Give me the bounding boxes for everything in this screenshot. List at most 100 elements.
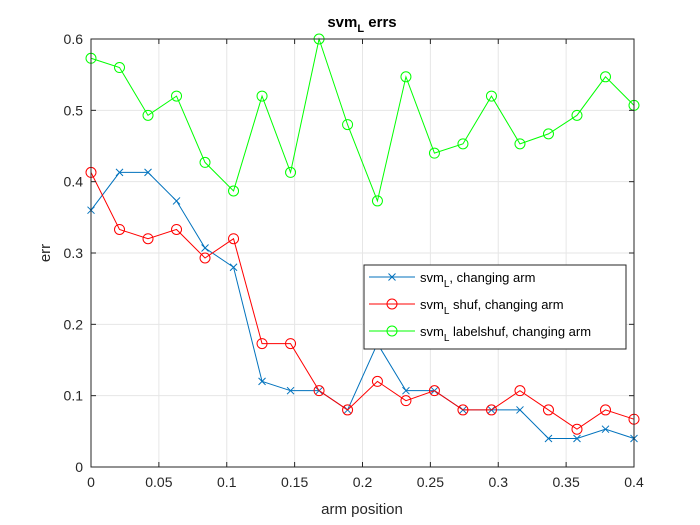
marker-stroke: [402, 386, 410, 395]
data-point: [457, 404, 469, 416]
legend-markers: [369, 273, 415, 337]
marker-stroke: [601, 425, 610, 434]
legend-marker-2: [386, 325, 398, 337]
data-point: [516, 406, 524, 414]
data-point: [228, 233, 240, 245]
marker-stroke: [172, 197, 181, 205]
ticks: 0 0.05 0.1 0.15 0.2 0.25 0.3 0.35 0.4 0 0.1 0.2 0.3 0…: [64, 31, 644, 490]
legend-marker-0: [388, 273, 396, 281]
x-tick-label: 0: [87, 474, 95, 490]
data-point: [514, 138, 526, 150]
data-point: [428, 385, 440, 397]
chart-title: svmL errs: [327, 14, 396, 35]
marker-stroke: [201, 244, 209, 252]
data-point: [256, 338, 268, 350]
data-point: [228, 185, 240, 197]
marker-stroke: [516, 406, 524, 414]
y-tick-label: 0.1: [64, 388, 84, 404]
marker-stroke: [573, 434, 581, 443]
legend-box: [363, 264, 627, 350]
data-point: [601, 425, 610, 434]
chart-title-base: svm: [327, 14, 357, 31]
data-point: [485, 90, 497, 102]
data-point: [144, 168, 152, 177]
data-point: [371, 195, 383, 207]
data-point: [256, 90, 268, 102]
y-tick-label: 0.5: [64, 102, 84, 118]
data-point: [400, 71, 412, 83]
series-layer: [85, 33, 640, 443]
data-point: [514, 385, 526, 397]
data-point: [544, 434, 553, 443]
data-point: [201, 244, 209, 252]
data-point: [342, 119, 354, 131]
legend-entry-0-base: svm: [420, 270, 444, 285]
data-point: [542, 128, 554, 140]
data-point: [285, 166, 297, 178]
data-point: [172, 197, 181, 205]
x-tick-label: 0.2: [353, 474, 373, 490]
data-point: [258, 377, 266, 386]
data-point: [199, 156, 211, 168]
y-tick-label: 0.3: [64, 245, 84, 261]
x-tick-label: 0.1: [217, 474, 237, 490]
legend: svmL, changing arm svmL shuf, changing a…: [363, 264, 627, 350]
legend-entry-0-rest: , changing arm: [449, 270, 535, 285]
x-axis-label: arm position: [321, 501, 403, 518]
data-point: [313, 385, 325, 397]
data-point: [285, 338, 297, 350]
data-point: [142, 233, 154, 245]
y-tick-label: 0.6: [64, 31, 84, 47]
marker-stroke: [115, 168, 124, 177]
marker-stroke: [286, 386, 295, 395]
marker-stroke: [258, 377, 266, 386]
data-point: [400, 395, 412, 407]
chart-title-rest: errs: [364, 14, 397, 31]
legend-entry-2: svmL labelshuf, changing arm: [420, 324, 591, 344]
data-point: [342, 404, 354, 416]
data-point: [199, 252, 211, 264]
x-tick-label: 0.05: [145, 474, 172, 490]
data-point: [457, 138, 469, 150]
data-point: [171, 223, 183, 235]
legend-entry-1-rest: shuf, changing arm: [449, 297, 563, 312]
marker-stroke: [388, 273, 396, 281]
x-tick-label: 0.3: [489, 474, 509, 490]
series-line-1: [90, 172, 635, 430]
y-tick-label: 0: [75, 459, 83, 475]
marker-stroke: [144, 168, 152, 177]
marker-stroke: [229, 263, 238, 272]
data-point: [229, 263, 238, 272]
legend-marker-1: [386, 298, 398, 310]
legend-entry-2-base: svm: [420, 324, 444, 339]
data-point: [114, 223, 126, 235]
legend-entry-0: svmL, changing arm: [420, 270, 535, 290]
data-point: [171, 90, 183, 102]
x-tick-label: 0.15: [281, 474, 308, 490]
data-point: [371, 375, 383, 387]
data-point: [542, 404, 554, 416]
y-axis-label: err: [37, 244, 54, 262]
data-point: [114, 62, 126, 74]
data-point: [286, 386, 295, 395]
data-point: [142, 109, 154, 121]
data-point: [402, 386, 410, 395]
data-point: [599, 71, 611, 83]
x-tick-label: 0.4: [624, 474, 644, 490]
y-tick-label: 0.2: [64, 316, 84, 332]
legend-entry-1-base: svm: [420, 297, 444, 312]
x-tick-label: 0.25: [417, 474, 444, 490]
series-1: [85, 166, 640, 435]
data-point: [571, 423, 583, 435]
data-point: [428, 147, 440, 159]
legend-entry-1: svmL shuf, changing arm: [420, 297, 564, 317]
marker-stroke: [544, 434, 553, 443]
legend-entry-1-sub: L: [444, 306, 450, 317]
data-point: [485, 404, 497, 416]
y-tick-label: 0.4: [64, 174, 84, 190]
legend-entry-0-sub: L: [444, 279, 450, 290]
data-point: [599, 404, 611, 416]
x-tick-label: 0.35: [553, 474, 580, 490]
chart-title-sub: L: [357, 23, 364, 35]
